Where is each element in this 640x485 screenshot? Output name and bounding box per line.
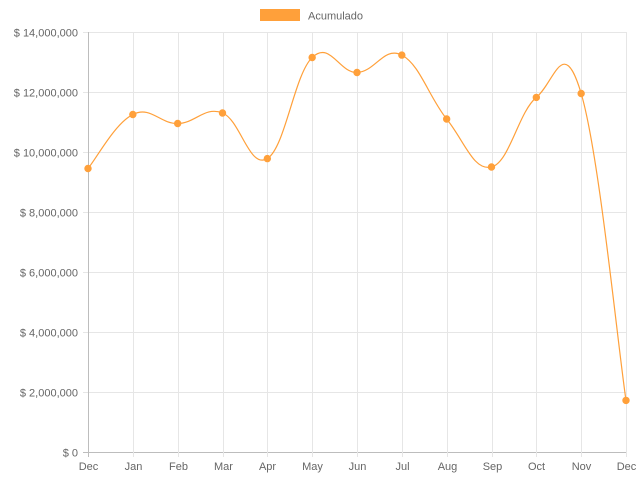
data-point[interactable] — [218, 109, 227, 117]
y-gridlines — [83, 32, 626, 453]
y-axis: $ 0 $ 2,000,000 $ 4,000,000 $ 6,000,000 $ 8,… — [14, 28, 78, 460]
x-tick-label: Mar — [214, 461, 233, 473]
data-point[interactable] — [173, 119, 182, 128]
x-tick-label: Aug — [438, 461, 458, 473]
data-point[interactable] — [442, 115, 451, 123]
x-tick-label: Nov — [572, 461, 592, 473]
series-layer — [87, 51, 627, 401]
y-tick-label: $ 2,000,000 — [20, 388, 78, 400]
x-tick-label: Jul — [395, 461, 409, 473]
legend-label: Acumulado — [308, 11, 363, 23]
data-point[interactable] — [308, 53, 316, 62]
y-tick-label: $ 12,000,000 — [14, 88, 78, 100]
y-tick-label: $ 14,000,000 — [14, 28, 78, 40]
x-tick-label: Dec — [79, 461, 99, 473]
x-tick-label: May — [302, 461, 323, 473]
data-point[interactable] — [353, 68, 361, 77]
x-tick-label: Dec — [617, 461, 637, 473]
data-point[interactable] — [398, 51, 406, 59]
x-tick-label: Jun — [349, 461, 367, 473]
points-layer — [84, 51, 630, 405]
data-point[interactable] — [577, 89, 585, 98]
data-point[interactable] — [263, 154, 272, 163]
legend[interactable]: Acumulado — [260, 9, 363, 23]
x-tick-label: Feb — [169, 461, 188, 473]
data-point[interactable] — [487, 163, 496, 171]
data-point[interactable] — [532, 93, 541, 102]
data-point[interactable] — [129, 110, 137, 119]
data-point[interactable] — [622, 396, 630, 405]
x-tick-label: Oct — [528, 461, 545, 473]
y-tick-label: $ 10,000,000 — [14, 148, 78, 160]
legend-swatch — [260, 9, 300, 21]
y-tick-label: $ 8,000,000 — [20, 208, 78, 220]
x-gridlines — [88, 32, 627, 457]
y-tick-label: $ 6,000,000 — [20, 268, 78, 280]
x-tick-label: Apr — [259, 461, 276, 473]
y-tick-label: $ 0 — [63, 448, 78, 460]
x-tick-label: Jan — [125, 461, 143, 473]
series-line-acumulado — [87, 51, 627, 401]
x-axis: Dec Jan Feb Mar Apr May Jun Jul Aug Sep Oct Nov Dec — [79, 461, 637, 473]
data-point[interactable] — [84, 164, 92, 173]
y-tick-label: $ 4,000,000 — [20, 328, 78, 340]
x-tick-label: Sep — [483, 461, 503, 473]
